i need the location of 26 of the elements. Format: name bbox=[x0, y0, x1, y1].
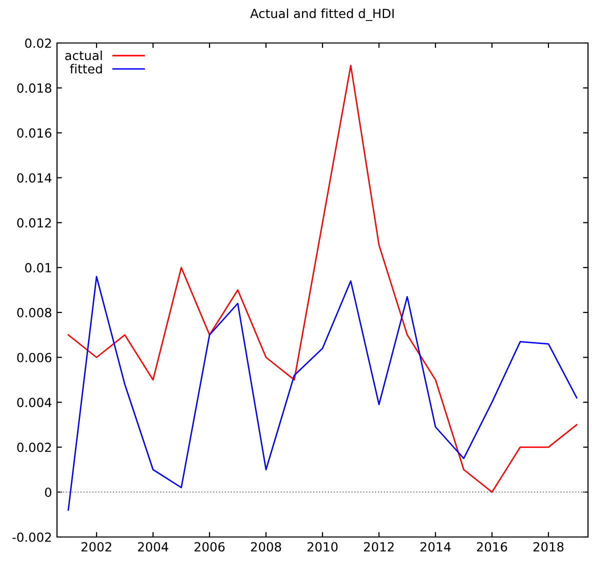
x-tick-label: 2016 bbox=[476, 542, 508, 552]
x-tick-label: 2014 bbox=[420, 542, 451, 552]
legend-label: actual bbox=[65, 50, 102, 60]
line-series bbox=[68, 276, 578, 511]
x-tick-label: 2002 bbox=[82, 542, 112, 552]
y-tick-label: 0.02 bbox=[25, 38, 51, 48]
y-tick-label: 0.012 bbox=[17, 218, 51, 228]
y-tick-label: 0.016 bbox=[17, 128, 52, 138]
y-tick-label: 0.018 bbox=[17, 83, 52, 93]
x-tick-label: 2018 bbox=[533, 542, 564, 552]
x-tick-label: 2006 bbox=[194, 542, 225, 552]
y-tick-label: 0.004 bbox=[17, 398, 52, 408]
x-tick-label: 2012 bbox=[364, 542, 394, 552]
x-tick-label: 2004 bbox=[138, 542, 168, 552]
legend-label: fitted bbox=[70, 64, 102, 74]
y-tick-label: 0.01 bbox=[25, 263, 51, 272]
line-series bbox=[68, 64, 578, 493]
chart-title: Actual and fitted d_HDI bbox=[250, 8, 394, 21]
y-tick-label: 0.014 bbox=[17, 173, 52, 183]
y-tick-label: 0.002 bbox=[17, 442, 51, 452]
y-tick-label: 0.006 bbox=[17, 352, 52, 362]
y-tick-label: -0.002 bbox=[12, 532, 51, 542]
x-tick-label: 2008 bbox=[251, 542, 282, 552]
x-tick-label: 2010 bbox=[308, 542, 338, 552]
y-tick-label: 0.008 bbox=[17, 308, 52, 318]
y-tick-label: 0 bbox=[45, 488, 52, 498]
